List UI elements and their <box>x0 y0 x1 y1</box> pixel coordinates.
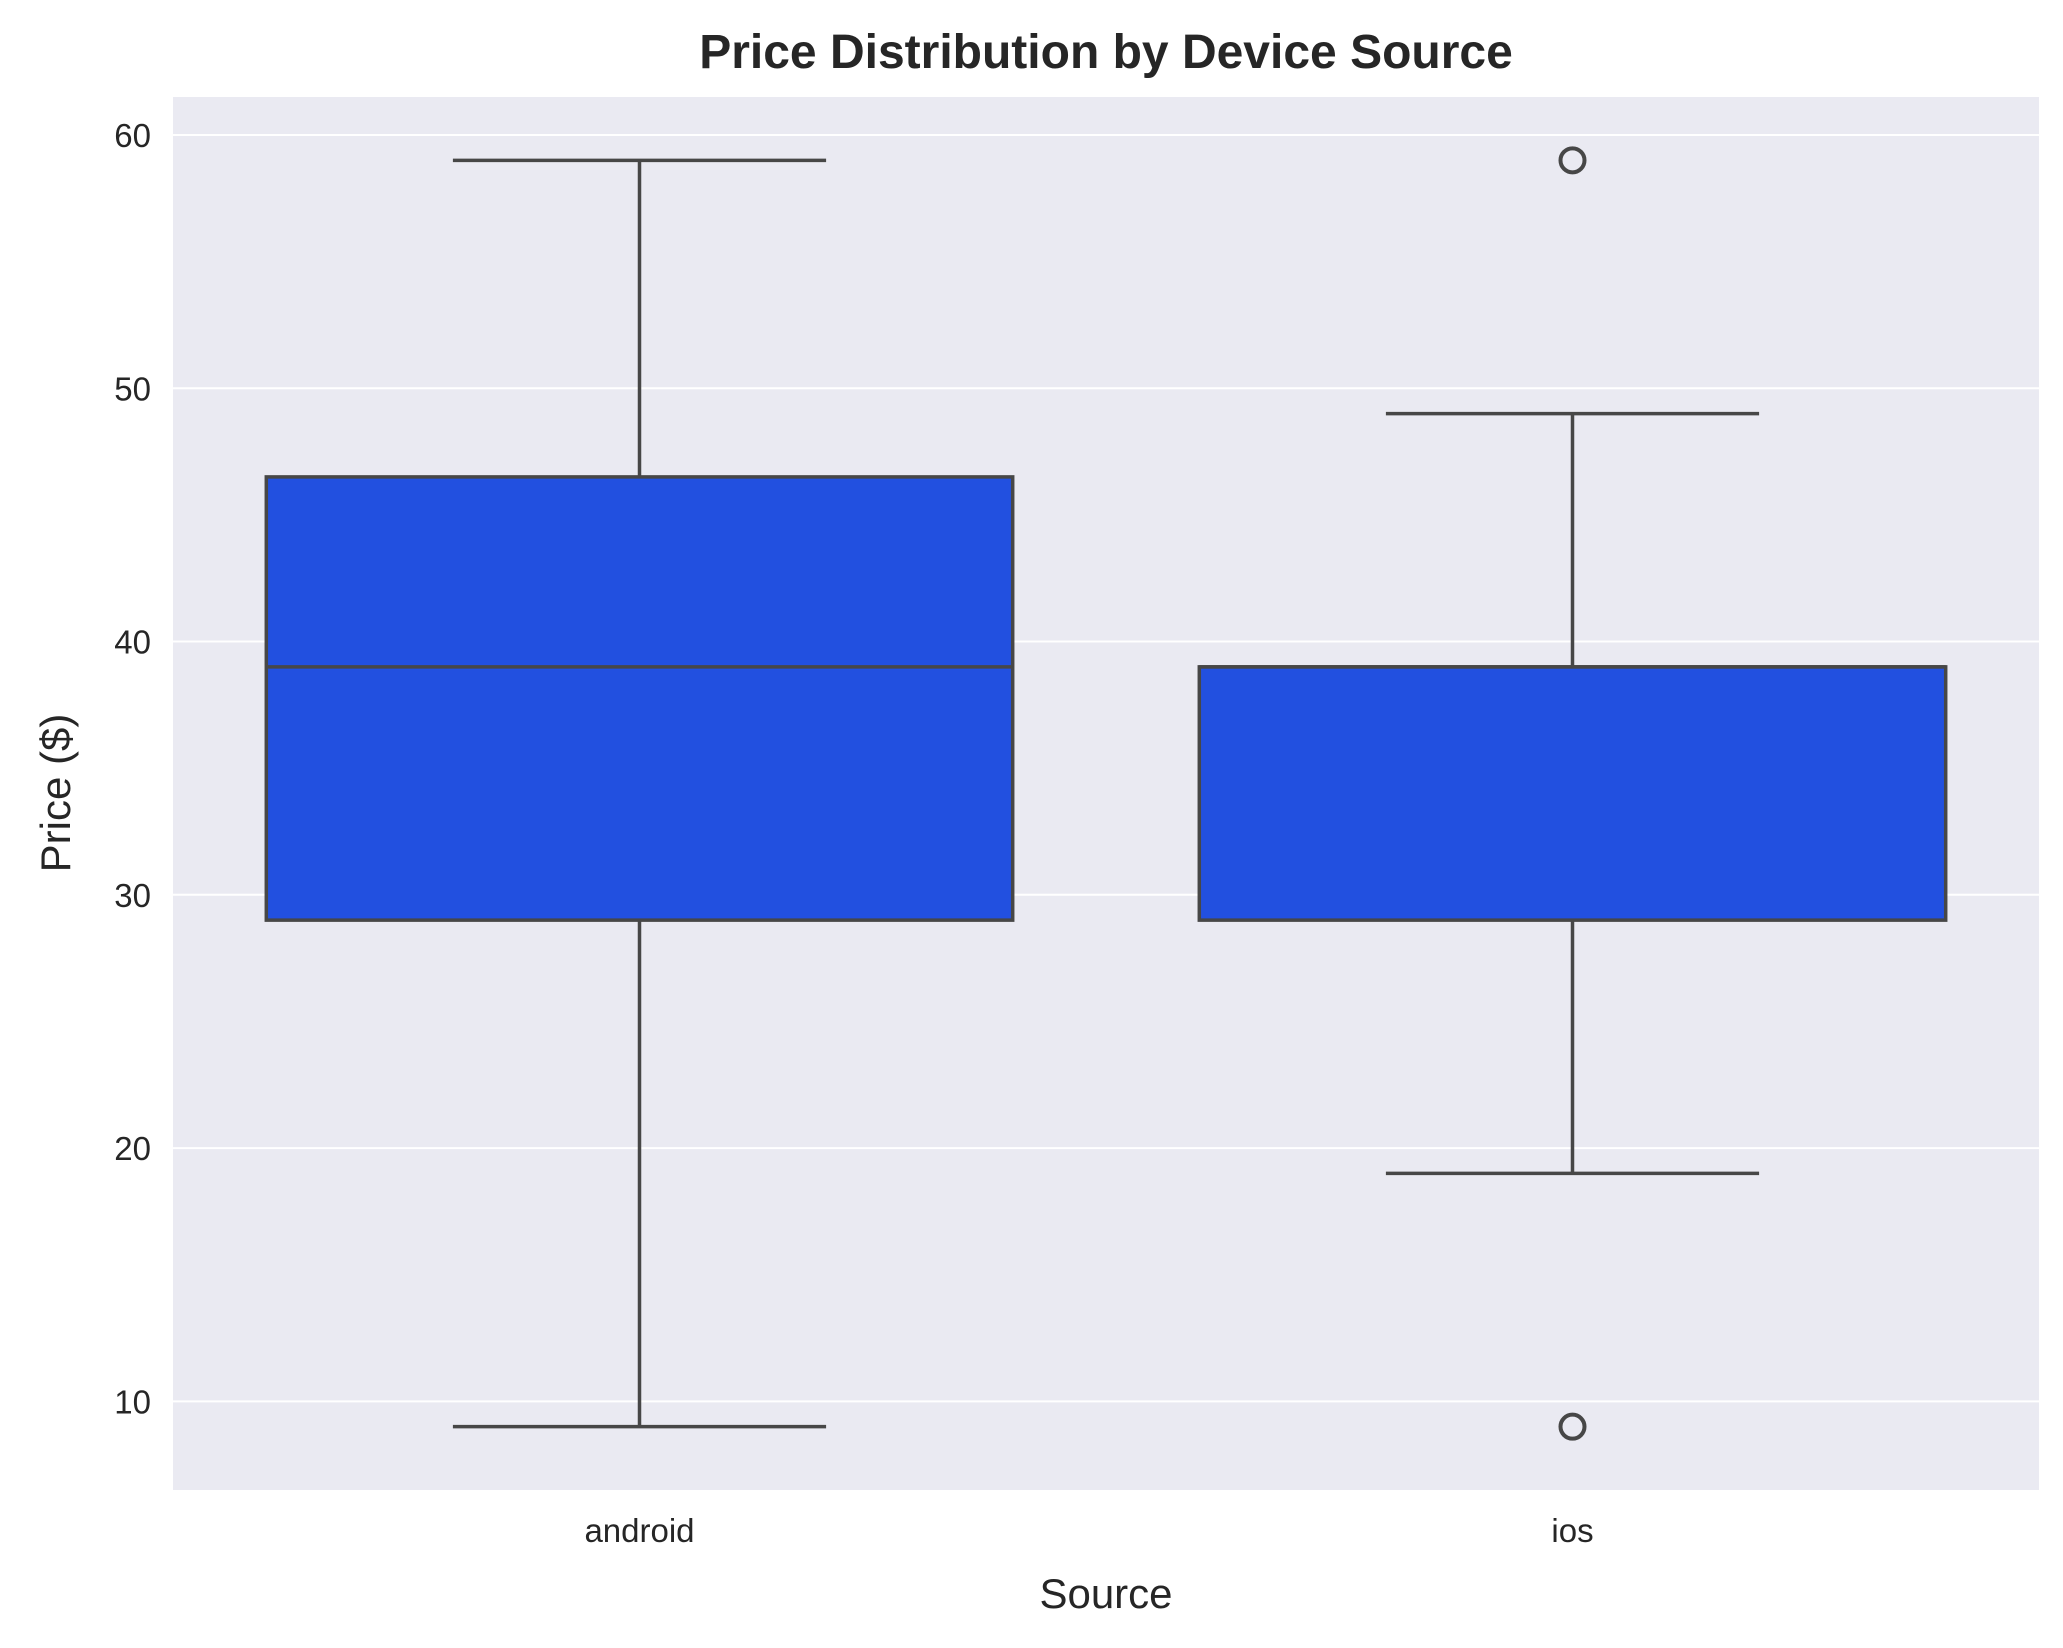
x-tick-labels: android ios <box>584 1512 1593 1549</box>
y-axis-label: Price ($) <box>32 714 79 873</box>
outlier-ios-0 <box>1558 1412 1587 1441</box>
y-tick-label-20: 20 <box>114 1130 151 1167</box>
x-tick-label-ios: ios <box>1551 1512 1593 1549</box>
outlier-ios-1 <box>1558 146 1587 175</box>
box-android <box>264 158 1015 1429</box>
x-tick-label-android: android <box>584 1512 694 1549</box>
iqr-box-android <box>264 475 1015 922</box>
y-tick-label-60: 60 <box>114 117 151 154</box>
y-tick-label-40: 40 <box>114 624 151 661</box>
x-axis-label: Source <box>1039 1570 1172 1617</box>
y-tick-labels: 10 20 30 40 50 60 <box>114 117 151 1420</box>
y-tick-label-10: 10 <box>114 1383 151 1420</box>
y-tick-label-30: 30 <box>114 877 151 914</box>
box-ios <box>1197 146 1948 1441</box>
y-tick-label-50: 50 <box>114 370 151 407</box>
chart-title: Price Distribution by Device Source <box>699 26 1513 79</box>
iqr-box-ios <box>1197 665 1948 922</box>
boxes-layer <box>264 146 1948 1441</box>
